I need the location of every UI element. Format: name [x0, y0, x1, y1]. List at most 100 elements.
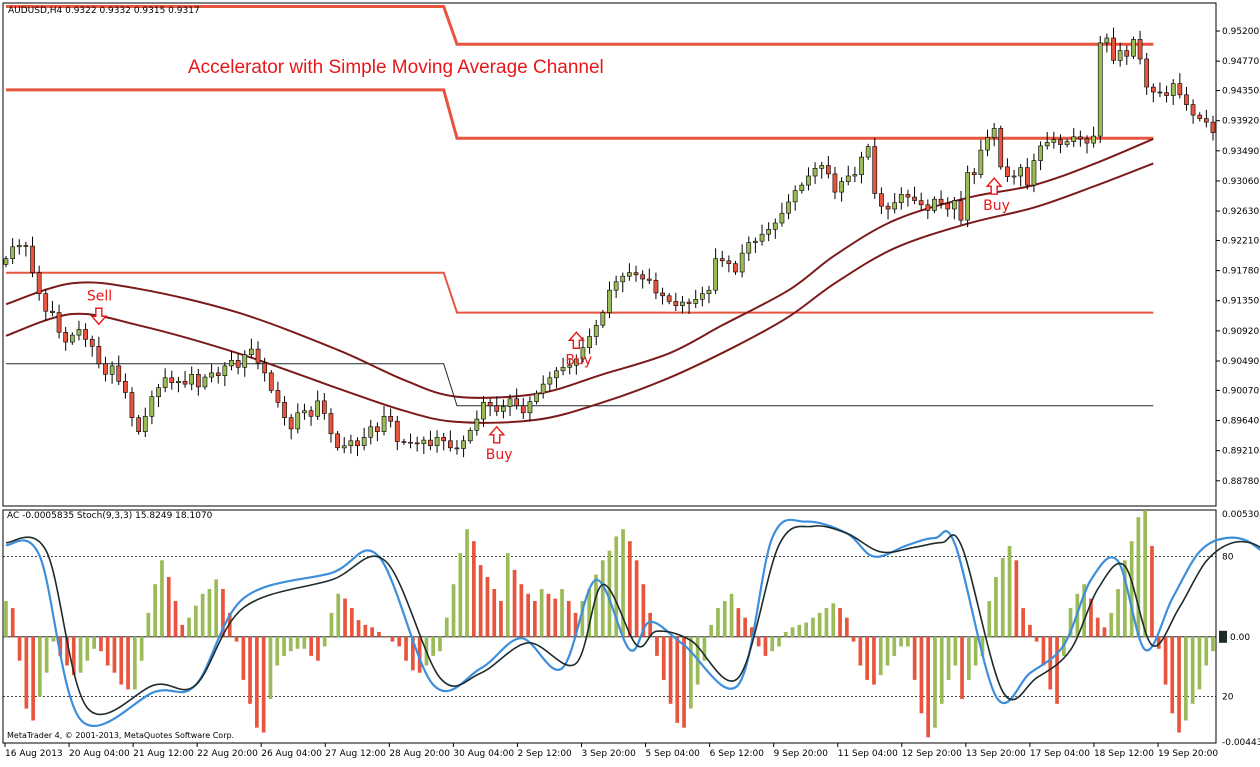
- ac-bar: [58, 636, 63, 656]
- ac-bar: [641, 584, 646, 637]
- channel-upper-outer: [6, 5, 1154, 46]
- candle-body: [706, 289, 712, 295]
- ac-bar: [716, 608, 720, 637]
- ac-bar: [241, 636, 246, 680]
- ac-bar: [31, 636, 35, 721]
- ac-bar: [187, 617, 191, 637]
- candle-body: [1005, 166, 1010, 177]
- ac-bar: [343, 598, 347, 637]
- candle-body: [302, 410, 307, 414]
- candle-body: [520, 405, 526, 414]
- buy-arrow-icon: [985, 177, 1003, 195]
- ac-bar: [65, 636, 69, 666]
- candle-body: [1051, 139, 1057, 143]
- ac-bar: [512, 569, 517, 637]
- candle-body: [713, 258, 718, 291]
- ac-bar: [1000, 557, 1005, 637]
- ac-bar: [946, 636, 951, 680]
- buy-label: Buy: [983, 198, 1010, 214]
- ac-bar: [24, 636, 29, 709]
- candle-body: [1157, 91, 1163, 94]
- channel-lower-line: [6, 271, 1154, 314]
- price-tick-label: 0.89640: [1222, 417, 1259, 427]
- candle-body: [1177, 83, 1183, 96]
- price-tick-label: 0.94770: [1222, 57, 1259, 67]
- candle-body: [925, 204, 931, 211]
- time-tick-label: 3 Sep 20:00: [582, 749, 637, 759]
- candle-body: [1058, 139, 1063, 145]
- ac-bar: [444, 617, 449, 637]
- candle-body: [196, 373, 201, 388]
- candle-body: [1117, 50, 1123, 61]
- buy-arrow-icon: [567, 331, 585, 349]
- ac-bar: [465, 529, 469, 637]
- ac-bar: [912, 636, 917, 680]
- candle-body: [1190, 104, 1196, 116]
- candle-body: [666, 295, 672, 302]
- buy-label: Buy: [486, 447, 513, 463]
- ac-bar: [1089, 598, 1093, 637]
- ac-bar: [960, 636, 964, 699]
- candle-body: [70, 334, 75, 343]
- candle-body: [116, 365, 122, 382]
- candle-body: [401, 441, 407, 443]
- ac-bar: [1028, 624, 1032, 637]
- ac-bar: [1095, 617, 1100, 637]
- ac-bar: [573, 612, 578, 637]
- time-tick-label: 21 Aug 12:00: [133, 749, 194, 759]
- ac-bar: [831, 603, 836, 637]
- ac-bar: [533, 601, 537, 637]
- ac-bar: [1123, 560, 1127, 637]
- candle-body: [825, 165, 831, 175]
- ac-bar: [702, 636, 707, 661]
- candle-body: [43, 293, 49, 312]
- price-tick-label: 0.90920: [1222, 327, 1259, 337]
- candle-body: [620, 275, 626, 283]
- candle-body: [1124, 50, 1130, 57]
- ac-bar: [139, 636, 144, 661]
- price-tick-label: 0.90490: [1222, 357, 1259, 367]
- ac-bar: [214, 579, 218, 637]
- price-tick-label: 0.95200: [1222, 27, 1259, 37]
- candle-body: [613, 281, 619, 291]
- candle-body: [282, 401, 287, 418]
- candle-body: [799, 184, 805, 192]
- ac-bar: [1143, 510, 1147, 637]
- ac-bar: [1136, 517, 1141, 637]
- candle-body: [123, 380, 128, 393]
- ac-bar: [824, 608, 829, 637]
- candle-body: [746, 242, 752, 254]
- candle-body: [182, 380, 188, 385]
- candle-body: [779, 212, 785, 224]
- candle-body: [978, 149, 984, 175]
- ac-bar: [356, 620, 361, 637]
- candle-body: [335, 433, 340, 449]
- ac-bar: [1102, 627, 1107, 637]
- ac-bar: [933, 636, 937, 728]
- candle-body: [865, 146, 871, 158]
- candle-body: [136, 417, 142, 433]
- ac-bar: [255, 636, 259, 728]
- candle-body: [1071, 136, 1077, 143]
- ac-bar: [553, 598, 558, 637]
- ac-bar: [594, 574, 598, 637]
- candle-body: [1197, 114, 1203, 119]
- ac-bar: [261, 636, 266, 733]
- ac-bar: [1007, 545, 1012, 637]
- candle-body: [441, 436, 447, 442]
- candle-body: [142, 415, 148, 432]
- ac-bar: [546, 593, 551, 637]
- ac-bar: [234, 636, 239, 642]
- time-tick-label: 19 Sep 20:00: [1158, 749, 1218, 759]
- ac-bar: [682, 636, 686, 728]
- candle-body: [1137, 39, 1143, 60]
- ac-bar: [1116, 589, 1120, 637]
- ac-bar: [492, 589, 497, 637]
- candle-body: [1144, 58, 1149, 88]
- ac-bar: [1163, 636, 1168, 685]
- candle-body: [693, 298, 699, 304]
- ac-bar: [885, 636, 890, 666]
- candle-body: [699, 293, 705, 300]
